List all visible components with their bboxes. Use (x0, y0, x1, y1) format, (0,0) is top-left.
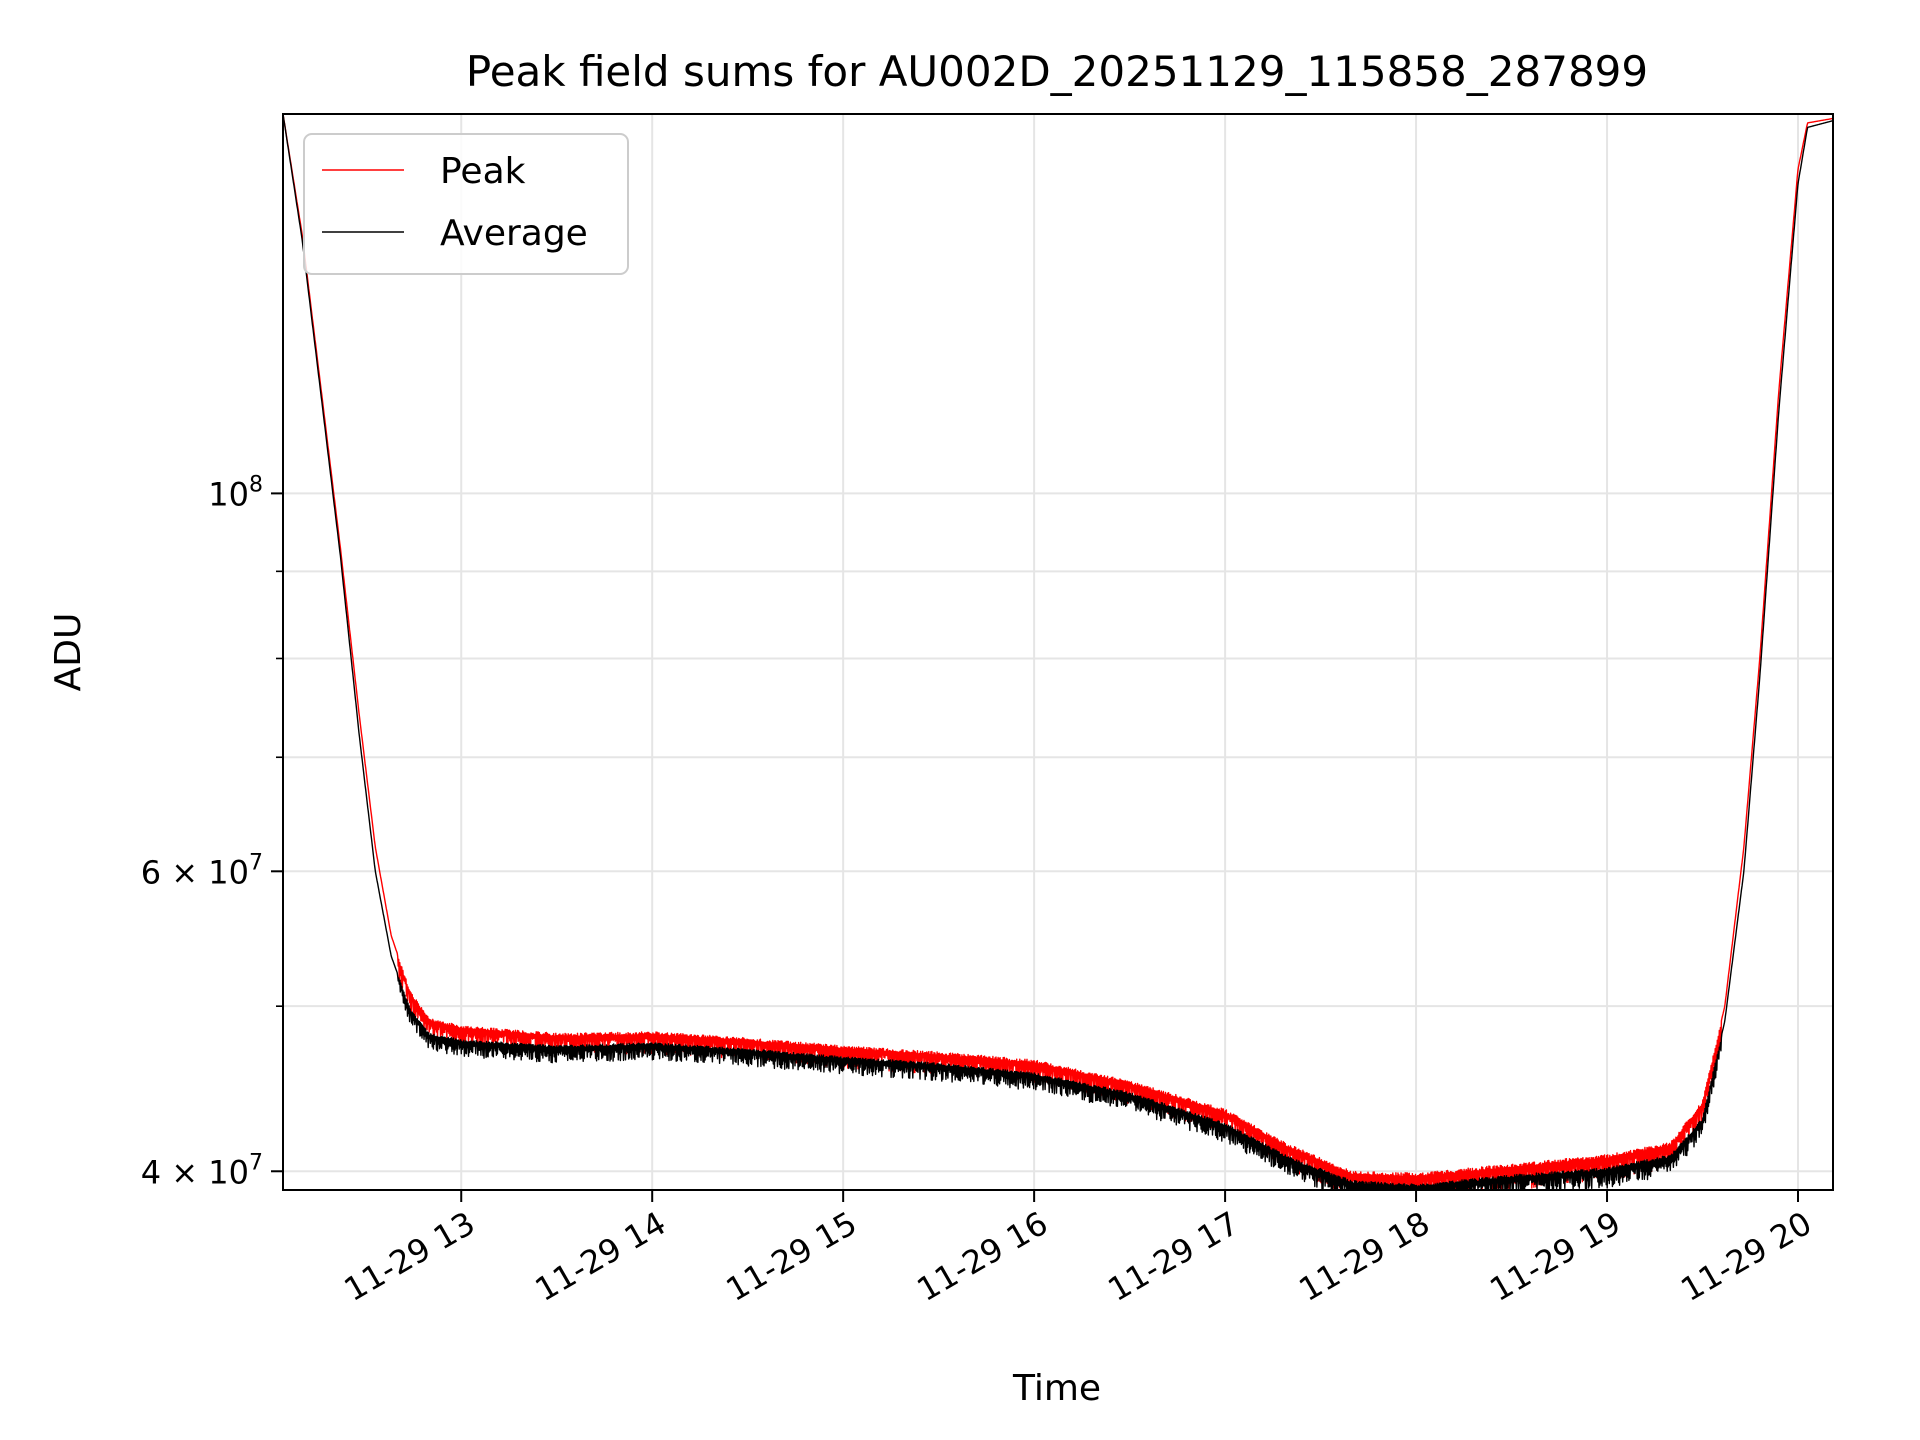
legend-label-average: Average (440, 213, 588, 254)
y-axis-label: ADU (48, 613, 89, 692)
y-tick-label-exponent: 7 (249, 1150, 263, 1175)
grid-lines (283, 114, 1833, 1190)
y-tick-label-base: 4 × 10 (141, 1153, 249, 1191)
y-tick-label: 108 (208, 472, 263, 513)
x-axis-label: Time (1012, 1368, 1101, 1409)
legend-box (303, 133, 629, 275)
y-tick-label-exponent: 8 (249, 472, 263, 497)
y-tick-label-base: 6 × 10 (141, 853, 249, 891)
y-tick-label: 6 × 107 (141, 850, 263, 891)
y-tick-label: 4 × 107 (141, 1150, 263, 1191)
plot-frame (282, 113, 1834, 1191)
y-tick-label-exponent: 7 (249, 850, 263, 875)
chart-title: Peak field sums for AU002D_20251129_1158… (466, 47, 1648, 96)
legend-label-peak: Peak (440, 151, 526, 192)
series-line-peak (282, 113, 1834, 1191)
y-tick-label-base: 10 (208, 475, 249, 513)
legend: Peak Average (303, 133, 629, 275)
series-lines (282, 113, 1834, 1191)
series-line-average (282, 113, 1834, 1191)
